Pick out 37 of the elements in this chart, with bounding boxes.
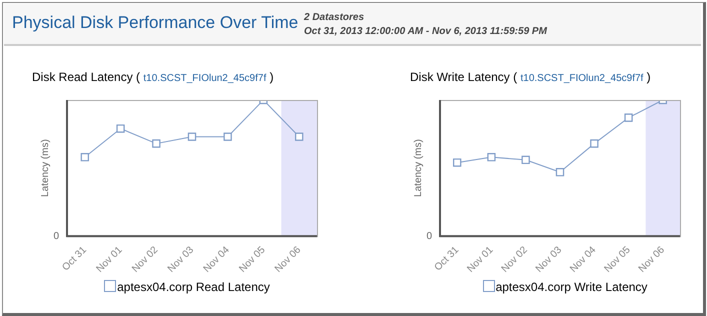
point <box>453 158 462 167</box>
point <box>295 132 304 141</box>
x-tick-label: Nov 01 <box>94 244 125 275</box>
legend-label: aptesx04.corp Write Latency <box>494 280 648 294</box>
point <box>624 114 633 122</box>
text: 0 <box>53 230 60 242</box>
point <box>224 132 232 141</box>
y-axis-title: Latency (ms) <box>412 139 424 197</box>
x-tick-label: Nov 03 <box>534 244 564 275</box>
point <box>522 156 530 164</box>
x-tick-label: Nov 02 <box>130 244 161 275</box>
point <box>116 124 125 133</box>
chart-title: Disk Read Latency ( t10.SCST_FIOlun2_45c9f7f ) <box>32 70 274 84</box>
point <box>556 168 564 176</box>
x-tick-label: Nov 04 <box>202 244 232 275</box>
text: 2 Datastores <box>304 12 364 23</box>
text: 0 <box>426 230 432 242</box>
text: Oct 31, 2013 12:00:00 AM - Nov 6, 2013 11:59:59 PM <box>304 26 547 37</box>
chart-title: Disk Write Latency ( t10.SCST_FIOlun2_45c9f7f ) <box>410 70 651 84</box>
legend-label: aptesx04.corp Read Latency <box>116 280 270 294</box>
x-tick-label: Nov 02 <box>500 244 530 275</box>
x-tick-label: Nov 03 <box>166 244 196 275</box>
x-tick-label: Nov 01 <box>465 244 496 275</box>
point <box>188 132 196 141</box>
text: Physical Disk Performance Over Time <box>12 13 298 33</box>
y-axis-title: Latency (ms) <box>40 139 51 197</box>
x-tick-label: Nov 05 <box>602 244 633 275</box>
point <box>152 139 160 148</box>
point <box>487 153 496 162</box>
x-tick-label: Nov 05 <box>237 244 268 275</box>
x-tick-label: Nov 04 <box>568 244 599 275</box>
x-tick-label: Nov 06 <box>636 244 668 275</box>
x-tick-label: Oct 31 <box>432 244 462 274</box>
point <box>80 153 89 162</box>
x-tick-label: Oct 31 <box>60 244 90 274</box>
point <box>590 139 598 148</box>
x-tick-label: Nov 06 <box>273 244 304 275</box>
